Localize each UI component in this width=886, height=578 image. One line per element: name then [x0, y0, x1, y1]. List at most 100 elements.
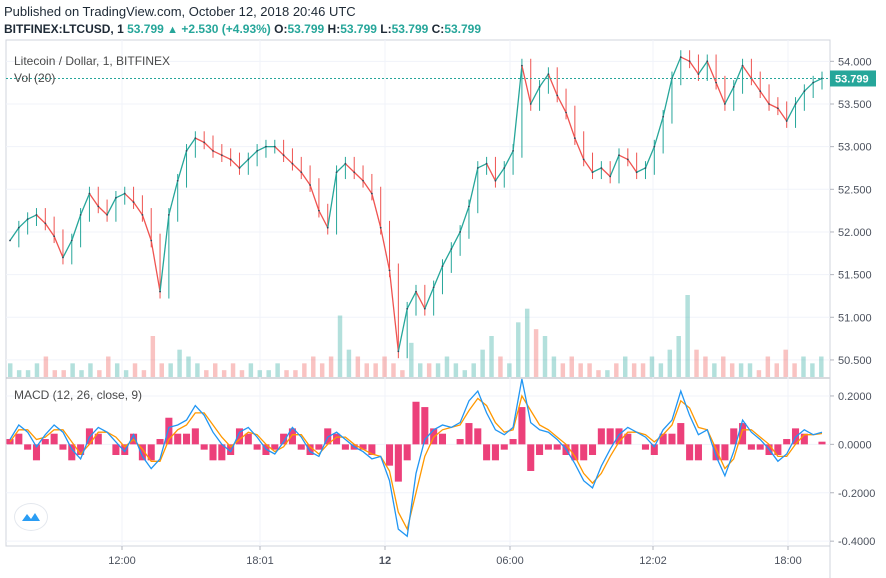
price-axis-label: 54.000: [838, 56, 872, 68]
price-segment: [221, 154, 231, 161]
time-axis-label: 18:00: [774, 555, 802, 567]
volume-bar: [186, 356, 191, 377]
volume-bar: [614, 363, 619, 377]
volume-bar: [106, 356, 111, 377]
price-point: [441, 265, 444, 267]
price-segment: [177, 150, 188, 181]
macd-histogram-bar: [200, 444, 208, 450]
price-segment: [283, 154, 293, 165]
macd-histogram-bar: [165, 417, 173, 445]
price-point: [256, 150, 259, 152]
price-segment: [618, 154, 629, 161]
volume-bar: [819, 356, 824, 377]
macd-histogram-bar: [677, 423, 685, 445]
price-point: [653, 145, 656, 148]
volume-bar: [729, 363, 735, 377]
price-segment: [609, 154, 620, 177]
volume-bar: [168, 363, 173, 377]
price-point: [450, 248, 453, 250]
macd-histogram-bar: [271, 444, 279, 450]
volume-bar: [204, 370, 209, 377]
volume-bar: [97, 370, 102, 377]
volume-bar: [542, 336, 548, 377]
price-segment: [397, 308, 408, 352]
price-point: [715, 81, 717, 84]
high-label: H:: [327, 22, 341, 36]
volume-bar: [480, 349, 485, 377]
price-axis-label: 53.000: [838, 142, 872, 154]
price-point: [415, 290, 417, 293]
price-axis-label: 51.500: [838, 270, 872, 282]
volume-bar: [631, 363, 637, 377]
price-pane-title: Litecoin / Dollar, 1, BITFINEX: [14, 54, 171, 68]
volume-bar: [507, 363, 512, 377]
volume-bar: [34, 363, 40, 377]
macd-histogram-bar: [385, 444, 394, 466]
macd-histogram-bar: [536, 444, 544, 455]
price-axis-label: 50.500: [838, 355, 872, 367]
volume-bar: [177, 349, 182, 377]
price-point: [388, 269, 391, 272]
price-point: [618, 154, 620, 157]
time-axis[interactable]: 12:00 18:01 12 06:00 12:02 18:00: [108, 546, 802, 567]
macd-histogram-bar: [650, 444, 658, 455]
macd-histogram-bar: [147, 444, 155, 461]
price-point: [547, 73, 550, 76]
macd-histogram-bar: [244, 433, 252, 445]
price-point: [591, 171, 594, 174]
volume-bar: [230, 363, 236, 377]
macd-histogram-bar: [112, 444, 120, 455]
price-axis-label: 53.500: [838, 99, 872, 111]
price-point: [53, 235, 56, 238]
macd-histogram-bar: [209, 444, 217, 461]
price-point: [88, 192, 91, 195]
price-segment: [459, 206, 470, 233]
price-point: [70, 239, 73, 242]
volume-bar: [391, 363, 396, 377]
price-point: [565, 111, 567, 114]
volume-bar: [337, 315, 343, 377]
price-point: [379, 226, 382, 229]
tradingview-logo-icon[interactable]: [14, 503, 48, 531]
price-segment: [9, 227, 20, 241]
price-point: [397, 350, 400, 353]
price-segment: [380, 227, 391, 271]
price-point: [370, 192, 373, 195]
macd-histogram-bar: [509, 439, 517, 445]
macd-histogram-bar: [59, 444, 67, 450]
volume-bar: [765, 356, 771, 377]
price-segment: [512, 65, 523, 151]
price-point: [812, 81, 815, 84]
macd-histogram-bar: [156, 439, 164, 445]
price-segment: [133, 201, 143, 216]
price-point: [679, 56, 682, 58]
macd-histogram-bar: [641, 444, 650, 450]
time-axis-label: 18:01: [246, 555, 274, 567]
macd-axis[interactable]: 0.2000 0.0000 -0.2000 -0.4000: [830, 391, 875, 548]
price-segment: [812, 77, 823, 84]
price-segment: [203, 141, 214, 152]
macd-line: [9, 378, 823, 538]
macd-histogram-bar: [218, 444, 226, 461]
price-segment: [168, 180, 179, 216]
price-point: [776, 107, 779, 110]
price-segment: [327, 172, 338, 228]
price-segment: [697, 60, 708, 75]
volume-bar: [596, 370, 601, 377]
price-point: [768, 103, 770, 105]
price-segment: [706, 61, 717, 83]
price-point: [626, 158, 629, 161]
price-segment: [309, 184, 320, 211]
price-segment: [441, 248, 452, 267]
price-segment: [230, 158, 240, 169]
price-axis[interactable]: 54.000 53.500 53.000 52.500 52.000 51.500 51.0…: [830, 56, 876, 367]
price-point: [556, 94, 559, 97]
volume-bar: [703, 356, 708, 377]
price-point: [9, 239, 11, 242]
volume-bar: [150, 336, 156, 377]
macd-histogram-bar: [800, 433, 808, 445]
price-point: [609, 175, 612, 178]
price-segment: [583, 159, 594, 173]
volume-bar: [676, 336, 681, 377]
